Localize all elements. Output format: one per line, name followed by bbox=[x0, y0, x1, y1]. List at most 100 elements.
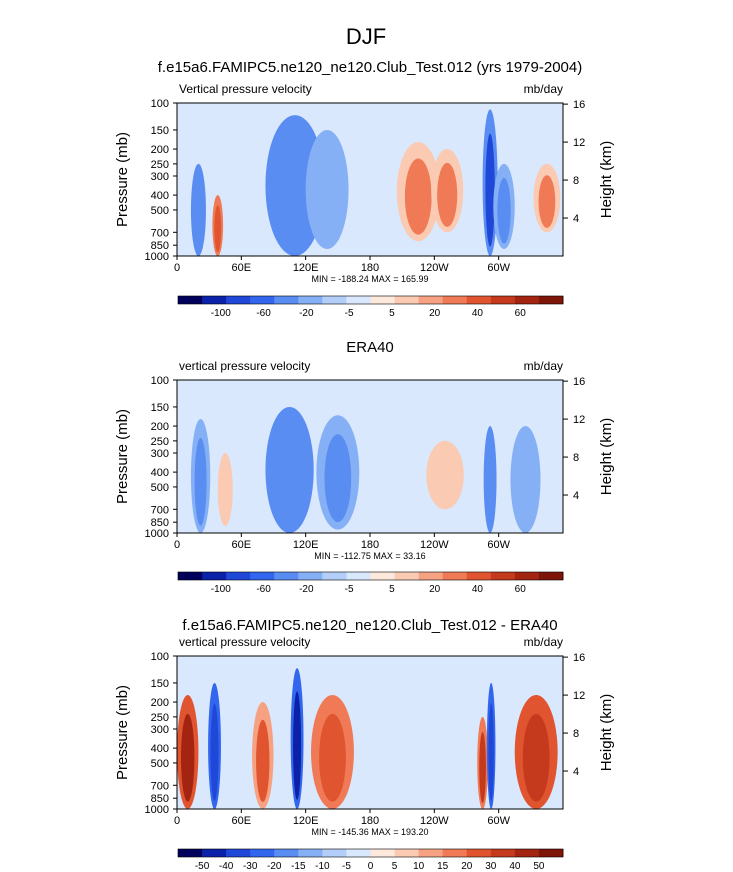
panel-left-label: vertical pressure velocity bbox=[179, 635, 310, 649]
height-tick-label: 16 bbox=[573, 652, 585, 664]
panel-left-label: vertical pressure velocity bbox=[179, 359, 310, 373]
y-tick-label: 500 bbox=[151, 482, 169, 494]
colorbar-swatch bbox=[346, 572, 371, 580]
colorbar-swatch bbox=[538, 849, 564, 857]
x-tick-label: 120E bbox=[293, 262, 319, 274]
height-tick-label: 16 bbox=[573, 376, 585, 388]
y-tick-label: 300 bbox=[151, 448, 169, 460]
y-tick-label: 250 bbox=[151, 159, 169, 171]
height-tick-label: 4 bbox=[573, 766, 579, 778]
x-tick-label: 60W bbox=[487, 815, 510, 827]
colorbar-swatch bbox=[226, 572, 251, 580]
panel-right-label: mb/day bbox=[524, 635, 563, 649]
colorbar-label: -100 bbox=[211, 584, 231, 595]
height-tick-label: 8 bbox=[573, 175, 579, 187]
colorbar-swatch bbox=[394, 849, 420, 857]
panel-3: f.e15a6.FAMIPC5.ne120_ne120.Club_Test.01… bbox=[114, 617, 615, 872]
colorbar-swatch bbox=[298, 849, 323, 857]
y-tick-label: 700 bbox=[151, 504, 169, 516]
contour-region-core bbox=[437, 162, 458, 227]
colorbar-swatch bbox=[490, 296, 516, 304]
y-tick-label: 150 bbox=[151, 125, 169, 137]
colorbar-swatch bbox=[298, 572, 323, 580]
y-axis-title: Pressure (mb) bbox=[114, 409, 131, 504]
colorbar-label: -5 bbox=[345, 584, 354, 595]
y-tick-label: 100 bbox=[151, 375, 169, 387]
colorbar-swatch bbox=[250, 296, 275, 304]
x-tick-label: 120W bbox=[420, 539, 449, 551]
colorbar-label: -5 bbox=[345, 308, 354, 319]
contour-region-core bbox=[194, 437, 207, 526]
y-tick-label: 300 bbox=[151, 171, 169, 183]
colorbar-frame bbox=[177, 848, 564, 858]
y-tick-label: 1000 bbox=[145, 251, 169, 263]
y-tick-label: 400 bbox=[151, 467, 169, 479]
panel-title: ERA40 bbox=[346, 339, 394, 356]
colorbar-frame bbox=[177, 295, 564, 305]
panel-1: f.e15a6.FAMIPC5.ne120_ne120.Club_Test.01… bbox=[114, 59, 615, 319]
colorbar-label: 40 bbox=[509, 861, 521, 872]
contour-region-core bbox=[485, 133, 495, 247]
contour-region-core bbox=[214, 205, 222, 253]
colorbar-swatch bbox=[394, 572, 420, 580]
contour-region-core bbox=[210, 703, 219, 801]
y-tick-label: 100 bbox=[151, 651, 169, 663]
colorbar-label: 40 bbox=[472, 308, 484, 319]
colorbar-label: -50 bbox=[195, 861, 210, 872]
contour-region-core bbox=[404, 158, 432, 235]
height-tick-label: 8 bbox=[573, 728, 579, 740]
colorbar-swatch bbox=[394, 296, 420, 304]
colorbar-label: 20 bbox=[429, 584, 441, 595]
contour-region-core bbox=[193, 179, 204, 250]
features bbox=[190, 109, 561, 256]
plot-background bbox=[177, 656, 563, 809]
colorbar-swatch bbox=[442, 849, 468, 857]
y-axis-title: Pressure (mb) bbox=[114, 685, 131, 780]
y-tick-label: 850 bbox=[151, 793, 169, 805]
y-tick-label: 500 bbox=[151, 758, 169, 770]
y-tick-label: 400 bbox=[151, 743, 169, 755]
y-axis-title-right: Height (km) bbox=[598, 694, 615, 772]
colorbar-swatch bbox=[466, 296, 492, 304]
colorbar-swatch bbox=[274, 849, 299, 857]
y-tick-label: 400 bbox=[151, 190, 169, 202]
x-tick-label: 120E bbox=[293, 815, 319, 827]
colorbar-swatch bbox=[202, 572, 227, 580]
colorbar-label: -10 bbox=[315, 861, 330, 872]
colorbar-label: -30 bbox=[243, 861, 258, 872]
colorbar-label: 60 bbox=[515, 308, 527, 319]
y-axis-title-right: Height (km) bbox=[598, 141, 615, 219]
colorbar-label: -20 bbox=[267, 861, 282, 872]
panel-title: f.e15a6.FAMIPC5.ne120_ne120.Club_Test.01… bbox=[158, 59, 582, 76]
height-tick-label: 12 bbox=[573, 690, 585, 702]
y-tick-label: 500 bbox=[151, 205, 169, 217]
y-tick-label: 700 bbox=[151, 227, 169, 239]
height-tick-label: 12 bbox=[573, 414, 585, 426]
min-max-stats: MIN = -145.36 MAX = 193.20 bbox=[311, 827, 428, 837]
x-tick-label: 180 bbox=[361, 539, 379, 551]
colorbar-swatch bbox=[178, 849, 203, 857]
colorbar-swatch bbox=[466, 849, 492, 857]
colorbar-swatch bbox=[418, 572, 444, 580]
y-tick-label: 150 bbox=[151, 678, 169, 690]
y-tick-label: 200 bbox=[151, 697, 169, 709]
colorbar-label: 60 bbox=[515, 584, 527, 595]
x-tick-label: 60W bbox=[487, 262, 510, 274]
y-tick-label: 250 bbox=[151, 712, 169, 724]
colorbar-swatch bbox=[202, 849, 227, 857]
colorbar-label: -60 bbox=[256, 584, 271, 595]
contour-region-core bbox=[181, 713, 195, 802]
contour-region-core bbox=[274, 427, 305, 525]
colorbar-swatch bbox=[370, 296, 396, 304]
colorbar-swatch bbox=[226, 296, 251, 304]
height-tick-label: 16 bbox=[573, 99, 585, 111]
colorbar-label: 50 bbox=[533, 861, 545, 872]
colorbar-label: -100 bbox=[211, 308, 231, 319]
y-tick-label: 850 bbox=[151, 517, 169, 529]
height-tick-label: 4 bbox=[573, 213, 579, 225]
colorbar-swatch bbox=[322, 572, 347, 580]
contour-region-core bbox=[486, 443, 495, 527]
colorbar-swatch bbox=[250, 849, 275, 857]
x-tick-label: 180 bbox=[361, 815, 379, 827]
min-max-stats: MIN = -188.24 MAX = 165.99 bbox=[311, 274, 428, 284]
